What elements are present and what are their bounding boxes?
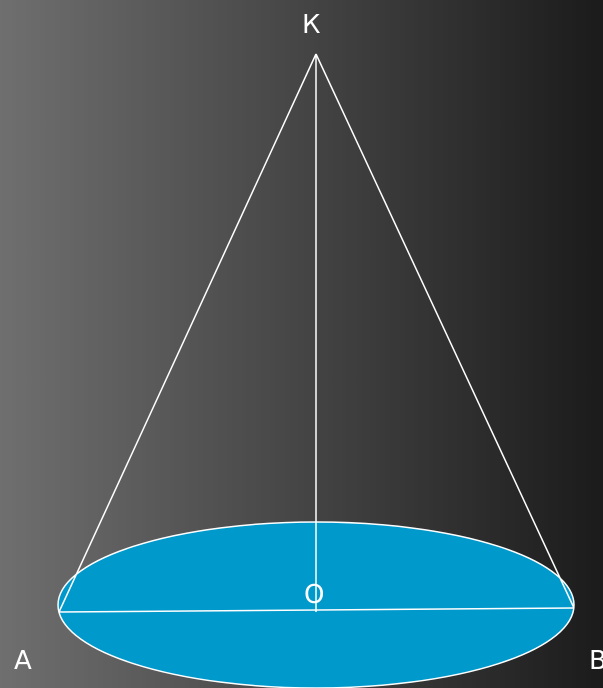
- point-b-label: В: [589, 646, 603, 676]
- diameter-ab: [58, 607, 575, 613]
- center-label: О: [304, 580, 325, 610]
- generatrix-ka: [58, 53, 317, 613]
- apex-label: К: [302, 10, 321, 40]
- point-a-label: А: [14, 646, 32, 676]
- generatrix-kb: [315, 53, 575, 609]
